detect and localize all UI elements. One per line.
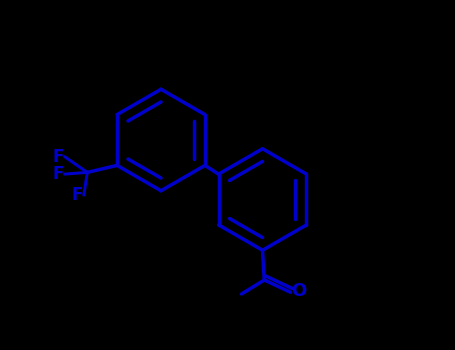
Text: F: F [53,148,64,166]
Text: O: O [292,281,307,300]
Text: F: F [53,165,64,183]
Text: F: F [72,186,83,204]
